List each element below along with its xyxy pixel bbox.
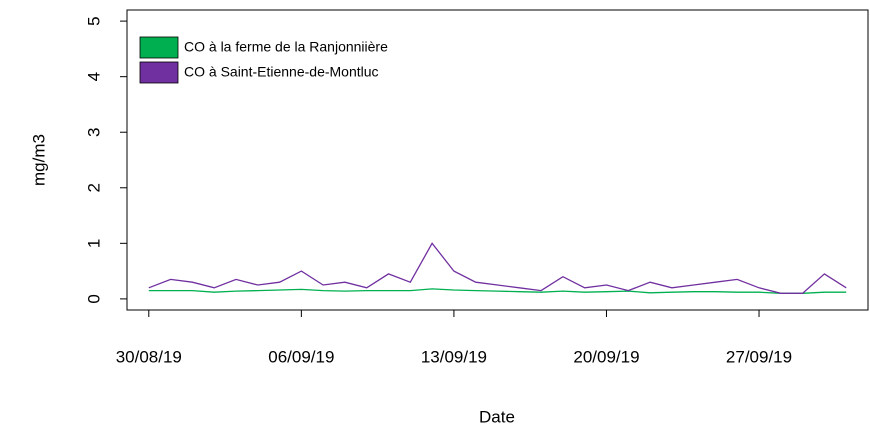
- x-axis-label: Date: [479, 407, 515, 426]
- y-axis-label: mg/m3: [29, 134, 48, 186]
- series-line: [148, 242, 847, 294]
- x-tick-label: 13/09/19: [421, 347, 487, 366]
- y-tick-label: 3: [84, 127, 103, 136]
- x-tick-label: 30/08/19: [116, 347, 182, 366]
- legend-swatch: [139, 61, 179, 84]
- x-tick-label: 20/09/19: [573, 347, 639, 366]
- y-tick-label: 4: [84, 72, 103, 81]
- y-tick-label: 1: [84, 239, 103, 248]
- y-tick-label: 0: [84, 294, 103, 303]
- y-tick-label: 2: [84, 183, 103, 192]
- series-line: [148, 288, 847, 294]
- legend-label: CO à Saint-Etienne-de-Montluc: [184, 64, 379, 80]
- plot-box: [126, 9, 869, 311]
- x-tick-label: 06/09/19: [268, 347, 334, 366]
- y-tick-label: 5: [84, 16, 103, 25]
- legend-swatch: [139, 36, 179, 59]
- legend: CO à la ferme de la Ranjonniière CO à Sai…: [139, 36, 388, 84]
- x-tick-label: 27/09/19: [726, 347, 792, 366]
- legend-label: CO à la ferme de la Ranjonniière: [184, 39, 388, 55]
